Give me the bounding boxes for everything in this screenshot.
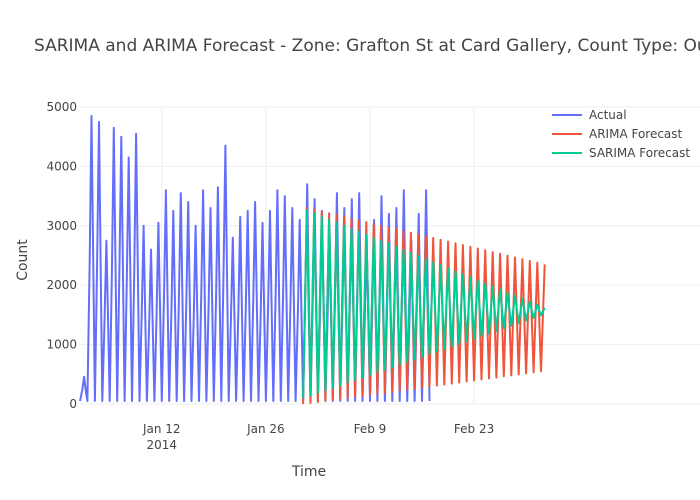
y-tick-label: 3000 [46,219,77,233]
x-axis-title: Time [291,464,326,480]
plot-area [79,114,546,405]
y-tick-label: 5000 [46,100,77,114]
x-tick-sublabel: 2014 [147,438,178,452]
x-tick-label: Feb 23 [454,422,494,436]
y-tick-label: 1000 [46,338,77,352]
legend-label: ARIMA Forecast [589,127,683,141]
legend[interactable]: Actual ARIMA Forecast SARIMA Forecast [552,108,690,160]
legend-item[interactable]: SARIMA Forecast [552,146,690,160]
x-tick-label: Jan 26 [246,422,285,436]
legend-item[interactable]: ARIMA Forecast [552,127,683,141]
x-tick-label: Jan 12 [142,422,181,436]
y-tick-label: 2000 [46,278,77,292]
y-axis-ticks: 0 1000 2000 3000 4000 5000 [46,100,77,411]
y-tick-label: 0 [69,397,77,411]
legend-label: Actual [589,108,627,122]
x-tick-label: Feb 9 [354,422,387,436]
x-axis-ticks: Jan 12 2014 Jan 26 Feb 9 Feb 23 [142,422,494,452]
legend-label: SARIMA Forecast [589,146,690,160]
series-line-sarima-forecast [302,209,546,399]
y-axis-title: Count [15,239,31,281]
y-tick-label: 4000 [46,159,77,173]
legend-item[interactable]: Actual [552,108,627,122]
chart-title: SARIMA and ARIMA Forecast - Zone: Grafto… [34,36,700,56]
